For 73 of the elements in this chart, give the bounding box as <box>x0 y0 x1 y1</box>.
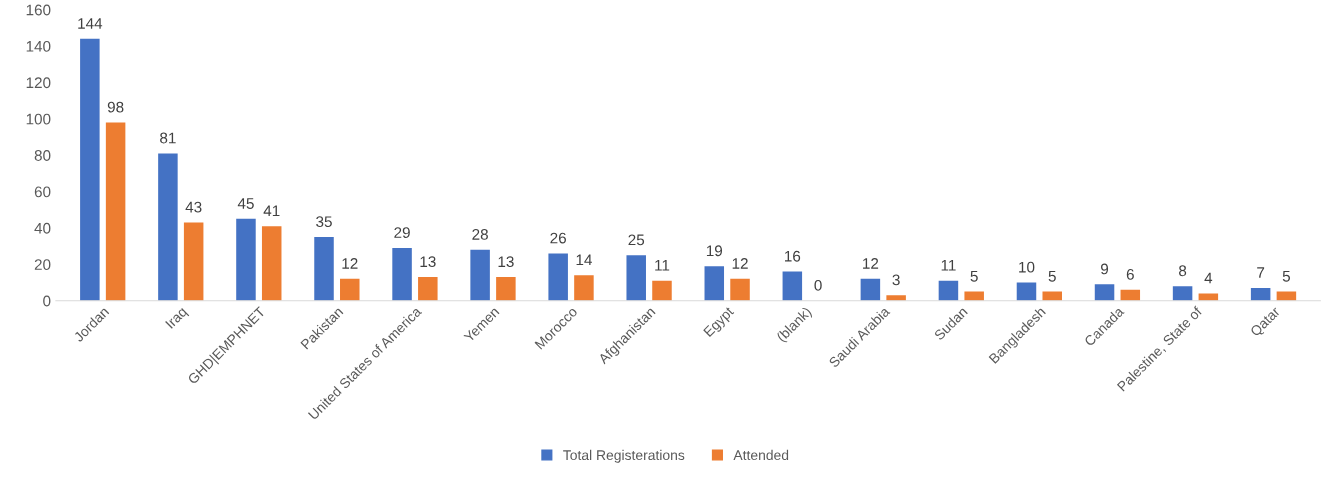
data-label: 5 <box>970 270 978 282</box>
bar <box>574 275 594 301</box>
data-label: 25 <box>628 234 645 246</box>
data-label: 12 <box>732 258 748 269</box>
data-label: 3 <box>892 274 900 286</box>
bar <box>183 222 204 301</box>
bar <box>730 278 750 301</box>
data-label: 6 <box>1126 269 1134 280</box>
data-label: 11 <box>941 260 956 271</box>
bar <box>860 278 881 301</box>
data-label: 5 <box>1282 270 1291 282</box>
bar <box>1172 286 1193 301</box>
y-tick-label: 120 <box>26 77 51 89</box>
bar <box>1198 293 1219 301</box>
bar <box>392 247 412 301</box>
data-label: 144 <box>78 18 103 29</box>
bar <box>80 38 100 301</box>
data-label: 4 <box>1204 272 1213 284</box>
data-label: 41 <box>263 205 280 217</box>
data-label: 98 <box>107 101 124 113</box>
bar <box>158 153 178 301</box>
y-tick-label: 160 <box>26 4 51 16</box>
y-tick-label: 0 <box>43 295 51 307</box>
data-label: 9 <box>1101 263 1109 275</box>
data-label: 7 <box>1257 267 1265 278</box>
y-tick-label: 140 <box>26 40 51 52</box>
data-label: 8 <box>1179 265 1187 277</box>
bar <box>1016 282 1037 301</box>
bar <box>1250 287 1271 301</box>
bar <box>782 271 803 301</box>
y-tick-label: 100 <box>26 113 51 125</box>
data-label: 81 <box>160 132 176 144</box>
legend-label: Attended <box>733 449 789 461</box>
data-label: 13 <box>420 256 436 268</box>
bar <box>496 277 516 301</box>
bar <box>105 122 126 301</box>
legend-label: Total Registerations <box>563 449 685 463</box>
bar <box>1094 284 1115 301</box>
data-label: 11 <box>655 260 670 271</box>
data-label: 28 <box>472 228 488 240</box>
y-tick-label: 20 <box>34 259 51 271</box>
bar <box>964 291 984 301</box>
data-label: 5 <box>1048 270 1056 282</box>
data-label: 29 <box>394 227 410 238</box>
data-label: 13 <box>498 256 514 268</box>
data-label: 10 <box>1019 261 1035 273</box>
data-label: 19 <box>706 245 723 257</box>
bar <box>548 253 568 301</box>
data-label: 16 <box>785 250 801 262</box>
bar <box>626 255 646 301</box>
data-label: 45 <box>237 198 254 209</box>
bar <box>418 277 438 301</box>
data-label: 0 <box>814 279 822 291</box>
data-label: 43 <box>185 201 202 213</box>
y-tick-label: 60 <box>34 186 51 198</box>
x-tick-label: Iraq <box>165 306 190 331</box>
bar <box>236 218 256 301</box>
bar <box>261 226 282 301</box>
data-label: 12 <box>863 258 879 269</box>
data-label: 14 <box>576 254 592 266</box>
data-label: 35 <box>316 216 332 228</box>
bar <box>886 295 906 301</box>
bar <box>1042 291 1062 301</box>
y-tick-label: 80 <box>34 150 51 161</box>
data-label: 26 <box>550 232 566 244</box>
bar <box>938 280 959 301</box>
bar <box>314 237 334 301</box>
bar <box>652 280 672 301</box>
bar <box>470 249 490 301</box>
y-tick-label: 40 <box>34 222 51 234</box>
bar <box>340 278 360 301</box>
data-label: 12 <box>342 258 358 269</box>
bar <box>704 266 725 301</box>
